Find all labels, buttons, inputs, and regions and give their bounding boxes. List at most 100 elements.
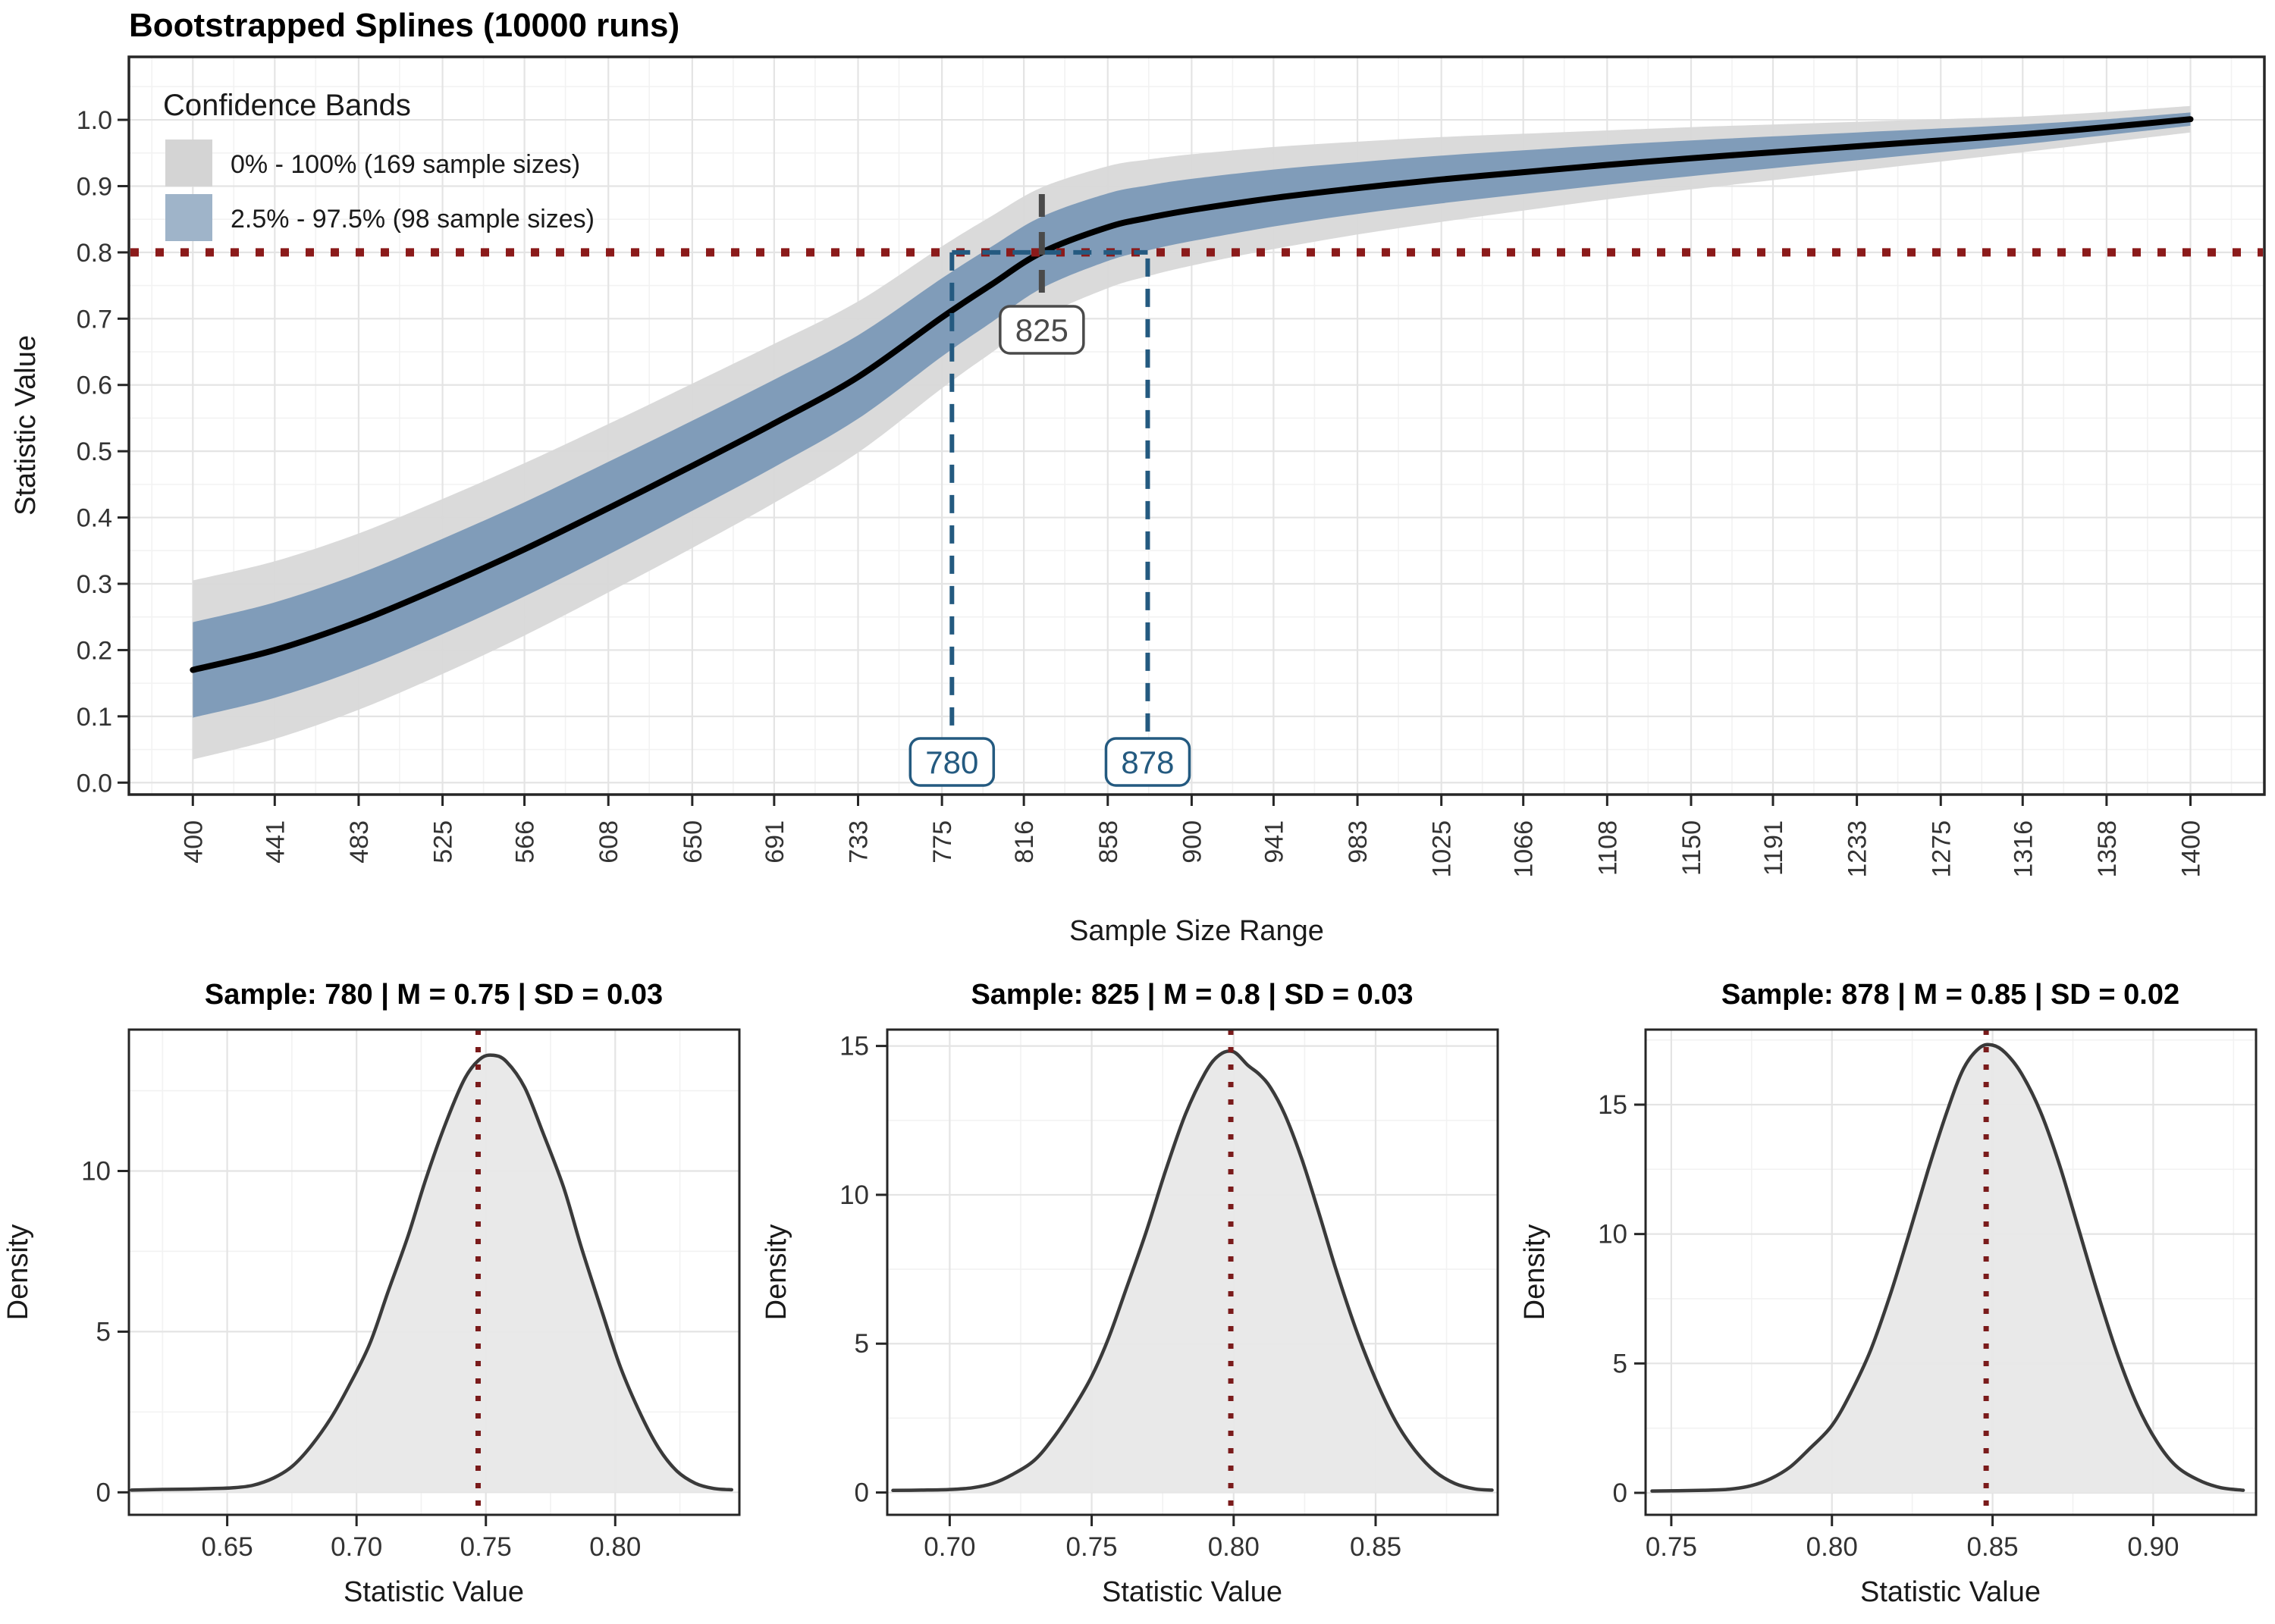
density-x-tick-label: 0.90	[2127, 1532, 2179, 1562]
x-tick-label: 858	[1094, 820, 1123, 864]
density-825-render-layer: 0.70 0.75 0.80 0.85 0 5 10 15	[839, 1028, 1499, 1562]
y-tick-label: 0.6	[77, 372, 112, 400]
density-plot-825: 0.70 0.75 0.80 0.85 0 5 10 15 Sample: 825 | M =…	[761, 979, 1499, 1608]
x-tick-label: 1025	[1428, 820, 1457, 878]
main-chart-render-layer: 400 441 483 525 566 608 650 691 733 775 816 858 900 9…	[77, 55, 2266, 878]
density-y-tick-label: 5	[855, 1329, 869, 1359]
density-panel-border	[1644, 1028, 2258, 1516]
legend-label-full-range: 0% - 100% (169 sample sizes)	[231, 150, 580, 179]
x-tick-label: 1108	[1593, 820, 1622, 876]
density-plot-878: 0.75 0.80 0.85 0.90 0 5 10 15 Sample: 878 | M =…	[1519, 979, 2258, 1608]
x-tick-label: 1191	[1759, 820, 1788, 876]
density-panel-border	[127, 1028, 741, 1516]
y-tick-label: 0.1	[77, 703, 112, 732]
x-tick-label: 400	[179, 820, 208, 864]
x-tick-label: 983	[1344, 820, 1373, 864]
annotation-box-825-label: 825	[1015, 312, 1068, 348]
legend: Confidence Bands 0% - 100% (169 sample s…	[163, 89, 595, 241]
x-tick-label: 483	[345, 820, 374, 864]
annotation-box-878-label: 878	[1121, 745, 1174, 780]
density-x-tick-label: 0.80	[589, 1532, 641, 1562]
x-tick-label: 525	[429, 820, 458, 864]
density-x-tick-label: 0.85	[1967, 1532, 2019, 1562]
density-825-title: Sample: 825 | M = 0.8 | SD = 0.03	[971, 979, 1413, 1011]
density-y-tick-label: 15	[1598, 1090, 1627, 1120]
y-tick-label: 0.2	[77, 636, 112, 665]
density-x-tick-label: 0.70	[924, 1532, 975, 1562]
legend-label-ci-range: 2.5% - 97.5% (98 sample sizes)	[231, 205, 595, 234]
density-y-tick-label: 5	[96, 1317, 111, 1347]
density-878-title: Sample: 878 | M = 0.85 | SD = 0.02	[1721, 979, 2179, 1011]
density-780-y-axis-title: Density	[2, 1224, 34, 1321]
y-tick-label: 0.4	[77, 504, 112, 533]
density-plot-780: 0.65 0.70 0.75 0.80 0 5 10 Sample: 780 | M = 0…	[2, 979, 741, 1608]
density-y-tick-label: 5	[1613, 1349, 1627, 1378]
y-tick-label: 0.3	[77, 570, 112, 599]
density-y-tick-label: 0	[1613, 1478, 1627, 1508]
x-tick-label: 691	[761, 820, 789, 864]
x-tick-label: 816	[1010, 820, 1039, 864]
density-878-x-axis-title: Statistic Value	[1860, 1576, 2041, 1608]
legend-swatch-full-range	[165, 140, 212, 187]
density-x-tick-label: 0.80	[1806, 1532, 1858, 1562]
density-area	[893, 1051, 1492, 1493]
x-tick-label: 900	[1178, 820, 1207, 864]
density-y-tick-label: 10	[81, 1156, 111, 1186]
annotation-box-780-label: 780	[925, 745, 978, 780]
density-area	[1652, 1044, 2244, 1493]
density-axes: 0.65 0.70 0.75 0.80 0 5 10	[81, 1156, 641, 1562]
density-y-tick-label: 10	[1598, 1220, 1627, 1249]
x-tick-label: 1150	[1677, 820, 1706, 876]
x-tick-label: 650	[679, 820, 708, 864]
density-878-y-axis-title: Density	[1519, 1224, 1551, 1321]
density-x-tick-label: 0.85	[1350, 1532, 1401, 1562]
density-780-title: Sample: 780 | M = 0.75 | SD = 0.03	[205, 979, 663, 1011]
x-tick-label: 733	[844, 820, 873, 864]
x-tick-label: 775	[928, 820, 957, 864]
y-tick-label: 0.9	[77, 172, 112, 201]
density-y-tick-label: 15	[839, 1032, 869, 1061]
density-825-x-axis-title: Statistic Value	[1102, 1576, 1282, 1608]
x-tick-label: 1316	[2009, 820, 2038, 878]
density-axes: 0.75 0.80 0.85 0.90 0 5 10 15	[1598, 1090, 2179, 1562]
density-780-render-layer: 0.65 0.70 0.75 0.80 0 5 10	[81, 1028, 741, 1562]
y-tick-label: 0.5	[77, 437, 112, 466]
x-tick-label: 1358	[2093, 820, 2122, 878]
main-y-axis-title: Statistic Value	[10, 335, 42, 516]
x-tick-label: 1066	[1510, 820, 1539, 878]
legend-title: Confidence Bands	[163, 89, 411, 122]
density-x-tick-label: 0.75	[1646, 1532, 1697, 1562]
density-panel-border	[886, 1028, 1499, 1516]
density-x-tick-label: 0.65	[202, 1532, 253, 1562]
main-chart-title: Bootstrapped Splines (10000 runs)	[129, 7, 679, 44]
main-axes: 400 441 483 525 566 608 650 691 733 775 816 858 900 9…	[77, 106, 2206, 878]
density-x-tick-label: 0.80	[1208, 1532, 1260, 1562]
x-tick-label: 608	[595, 820, 623, 864]
x-tick-label: 441	[261, 820, 290, 864]
x-tick-label: 566	[511, 820, 540, 864]
main-spline-chart: 400 441 483 525 566 608 650 691 733 775 816 858 900 9…	[10, 7, 2266, 947]
annotation-box-780	[908, 737, 996, 787]
y-tick-label: 0.7	[77, 305, 112, 334]
confidence-band-95	[193, 112, 2191, 718]
x-tick-label: 1400	[2177, 820, 2206, 878]
density-878-render-layer: 0.75 0.80 0.85 0.90 0 5 10 15	[1598, 1028, 2258, 1562]
density-curve	[130, 1053, 734, 1492]
y-tick-label: 0.8	[77, 239, 112, 268]
density-curve	[891, 1049, 1494, 1493]
x-tick-label: 941	[1260, 820, 1288, 864]
mean-spline-curve	[190, 116, 2194, 673]
y-tick-label: 1.0	[77, 106, 112, 135]
main-x-axis-title: Sample Size Range	[1069, 915, 1324, 947]
density-y-tick-label: 0	[96, 1478, 111, 1507]
density-x-tick-label: 0.75	[460, 1532, 512, 1562]
density-y-tick-label: 0	[855, 1478, 869, 1508]
density-curve	[1650, 1042, 2245, 1493]
density-x-tick-label: 0.70	[331, 1532, 382, 1562]
density-825-y-axis-title: Density	[761, 1224, 792, 1321]
density-axes: 0.70 0.75 0.80 0.85 0 5 10 15	[839, 1032, 1401, 1562]
density-780-x-axis-title: Statistic Value	[344, 1576, 524, 1608]
density-area	[131, 1055, 732, 1493]
density-y-tick-label: 10	[839, 1180, 869, 1210]
